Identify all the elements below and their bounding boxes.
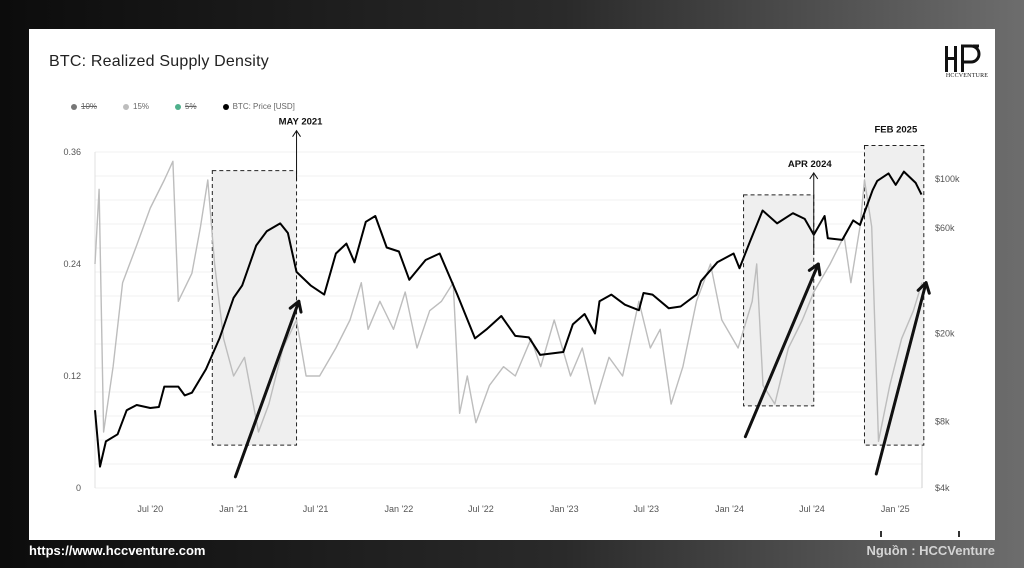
trend-arrowhead [807,262,822,277]
y-left-tick-label: 0.12 [63,371,81,381]
logo-text: HCCVENTURE [945,73,989,79]
series-15-line [94,160,923,442]
x-tick-label: Jul '22 [468,504,494,514]
annotation-marker-arrowhead [809,172,819,180]
annotation-label: MAY 2021 [279,117,324,128]
annotation-label: APR 2024 [788,159,833,170]
x-tick-label: Jan '24 [715,504,744,514]
chart-legend: 10% 15% 5% BTC: Price [USD] [71,102,295,111]
legend-dot [123,103,130,110]
legend-label: 10% [81,102,98,111]
series-price-line [94,170,923,468]
annotation-label: FEB 2025 [874,124,917,135]
trend-arrow-line [743,262,820,439]
legend-item-15[interactable]: 15% [123,102,149,111]
y-right-tick-label: $4k [935,483,950,493]
x-tick-label: Jan '21 [219,504,248,514]
legend-dot [222,103,229,110]
website-url-link[interactable]: https://www.hccventure.com [29,543,206,558]
chart-title: BTC: Realized Supply Density [49,53,269,70]
x-tick-label: Jul '21 [303,504,329,514]
chart-plot-area: 0 0.12 0.24 0.36 $4k $8k $20k $60k $100k Jul '20 J… [63,117,960,514]
y-left-tick-label: 0.24 [63,259,81,269]
legend-dot [175,103,182,110]
y-right-tick-label: $100k [935,174,960,184]
hcc-logo-icon [945,44,981,72]
legend-label: BTC: Price [USD] [232,102,295,111]
annotation-marker-arrowhead [292,129,301,137]
x-tick-label: Jan '25 [881,504,910,514]
trend-arrowhead [916,281,931,295]
legend-item-price[interactable]: BTC: Price [USD] [222,102,295,111]
trend-arrowhead [288,299,303,314]
x-tick-label: Jan '23 [550,504,579,514]
legend-item-5[interactable]: 5% [175,102,197,111]
y-right-tick-label: $60k [935,223,955,233]
x-tick-label: Jan '22 [385,504,414,514]
x-tick-label: Jul '24 [799,504,825,514]
trend-arrow-line [874,281,928,476]
y-left-tick-label: 0.36 [63,147,81,157]
legend-item-10[interactable]: 10% [71,102,97,111]
legend-label: 15% [133,102,150,111]
trend-arrow-line [233,299,301,479]
x-tick-label: Jul '23 [633,504,659,514]
x-tick-label: Jul '20 [137,504,163,514]
legend-label: 5% [185,102,197,111]
y-right-tick-label: $8k [935,416,950,426]
source-credit: Nguồn : HCCVenture [866,543,995,558]
legend-dot [71,103,77,110]
y-right-tick-label: $20k [935,329,955,339]
chart-card: BTC: Realized Supply Density 10% 15% 5% … [29,29,995,540]
y-left-tick-label: 0 [76,483,81,493]
annotation-box [211,170,298,446]
